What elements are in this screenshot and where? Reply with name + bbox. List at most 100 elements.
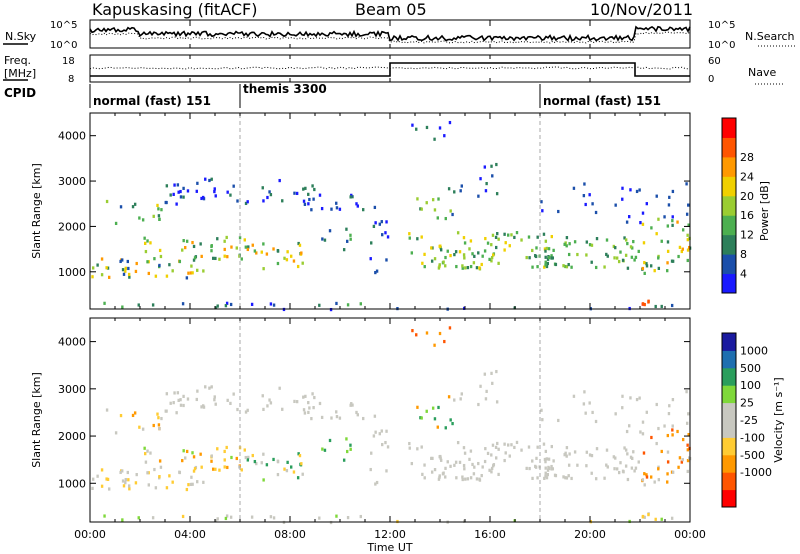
velocity-cell	[462, 446, 466, 450]
velocity-cell	[283, 467, 286, 471]
velocity-cell	[214, 467, 217, 471]
power-cell	[226, 255, 229, 259]
velocity-cell	[615, 467, 619, 471]
power-cell	[453, 190, 456, 194]
power-cell	[641, 302, 645, 306]
velocity-cell	[423, 463, 426, 467]
power-cell	[160, 208, 163, 212]
power-cell	[302, 199, 306, 203]
velocity-cell	[490, 453, 493, 457]
velocity-cell	[471, 462, 474, 467]
velocity-cell	[265, 463, 269, 467]
power-cell	[168, 263, 171, 267]
power-cell	[152, 214, 155, 218]
velocity-cell	[552, 459, 555, 463]
noise-panel: N.Sky 10^5 10^0 10^5 10^0 N.Search	[3, 19, 795, 51]
power-cell	[182, 195, 185, 199]
velocity-cell	[496, 441, 499, 446]
power-cell	[411, 123, 414, 127]
power-cell	[520, 238, 523, 242]
power-cell	[385, 258, 388, 262]
power-cell	[464, 266, 467, 270]
velocity-cell	[491, 381, 494, 385]
velocity-cell	[191, 482, 194, 486]
power-cell	[262, 267, 265, 271]
velocity-cell	[158, 474, 161, 479]
velocity-cell	[614, 456, 617, 460]
time-tick-label: 12:00	[374, 528, 406, 541]
power-cell	[211, 256, 215, 260]
power-cell	[384, 231, 387, 235]
power-cell	[671, 189, 675, 194]
velocity-cell	[269, 515, 273, 519]
velocity-cell	[506, 443, 510, 447]
power-cell	[562, 264, 565, 268]
velocity-cell	[302, 408, 306, 412]
velocity-cell	[225, 514, 229, 518]
velocity-cell	[459, 397, 462, 401]
velocity-cell	[190, 475, 193, 479]
velocity-cell	[330, 416, 333, 420]
power-cell	[298, 243, 302, 247]
power-cell	[536, 235, 539, 239]
velocity-cell	[216, 447, 219, 451]
colorbar-swatch	[722, 176, 736, 197]
power-cell	[444, 255, 447, 260]
power-cell	[483, 165, 487, 169]
power-cell	[643, 302, 646, 307]
velocity-cell	[541, 418, 544, 422]
power-cell	[147, 271, 151, 276]
velocity-cell	[686, 469, 689, 474]
power-cell	[645, 202, 649, 206]
power-cell	[624, 253, 628, 257]
power-cell	[420, 207, 423, 211]
power-cell	[446, 249, 449, 253]
velocity-cell	[408, 446, 411, 450]
velocity-cell	[431, 406, 435, 410]
power-cell	[408, 232, 411, 236]
velocity-cell	[463, 467, 466, 471]
power-cell	[491, 233, 495, 237]
velocity-cell	[103, 514, 106, 518]
velocity-cell	[629, 396, 632, 400]
velocity-cell	[647, 513, 650, 517]
velocity-cell	[443, 339, 446, 344]
power-cell	[216, 237, 219, 241]
velocity-cell	[121, 518, 124, 522]
power-cell	[200, 254, 203, 258]
power-cell	[114, 221, 118, 226]
power-cell	[472, 261, 476, 265]
velocity-cell	[590, 454, 594, 458]
velocity-cell	[564, 476, 567, 480]
velocity-cell	[643, 515, 646, 519]
velocity-cell	[269, 401, 273, 405]
velocity-cell	[449, 418, 452, 422]
velocity-cell	[378, 432, 381, 436]
velocity-cell	[638, 396, 641, 400]
velocity-cell	[240, 468, 243, 472]
power-cell	[213, 187, 216, 191]
power-cell	[629, 245, 633, 249]
power-cell	[655, 194, 658, 198]
velocity-cell	[628, 519, 631, 524]
power-cell	[564, 264, 567, 269]
velocity-cell	[468, 457, 471, 461]
velocity-cell	[544, 474, 547, 478]
power-cell	[621, 258, 625, 262]
colorbar-frame	[721, 332, 737, 508]
velocity-cell	[671, 428, 674, 432]
velocity-cell	[131, 413, 135, 418]
velocity-y-ticks: 1000 2000 3000 4000	[58, 336, 690, 490]
velocity-cell	[124, 481, 127, 485]
velocity-cell	[186, 397, 190, 401]
power-cell	[431, 198, 435, 202]
velocity-cell	[462, 463, 466, 468]
power-cell	[615, 256, 619, 260]
velocity-cell	[143, 446, 146, 450]
velocity-cell	[202, 480, 205, 484]
velocity-cell	[169, 401, 172, 405]
velocity-cell	[373, 414, 377, 418]
power-cell	[536, 265, 539, 269]
power-cell	[461, 266, 464, 270]
velocity-cell	[510, 443, 513, 447]
